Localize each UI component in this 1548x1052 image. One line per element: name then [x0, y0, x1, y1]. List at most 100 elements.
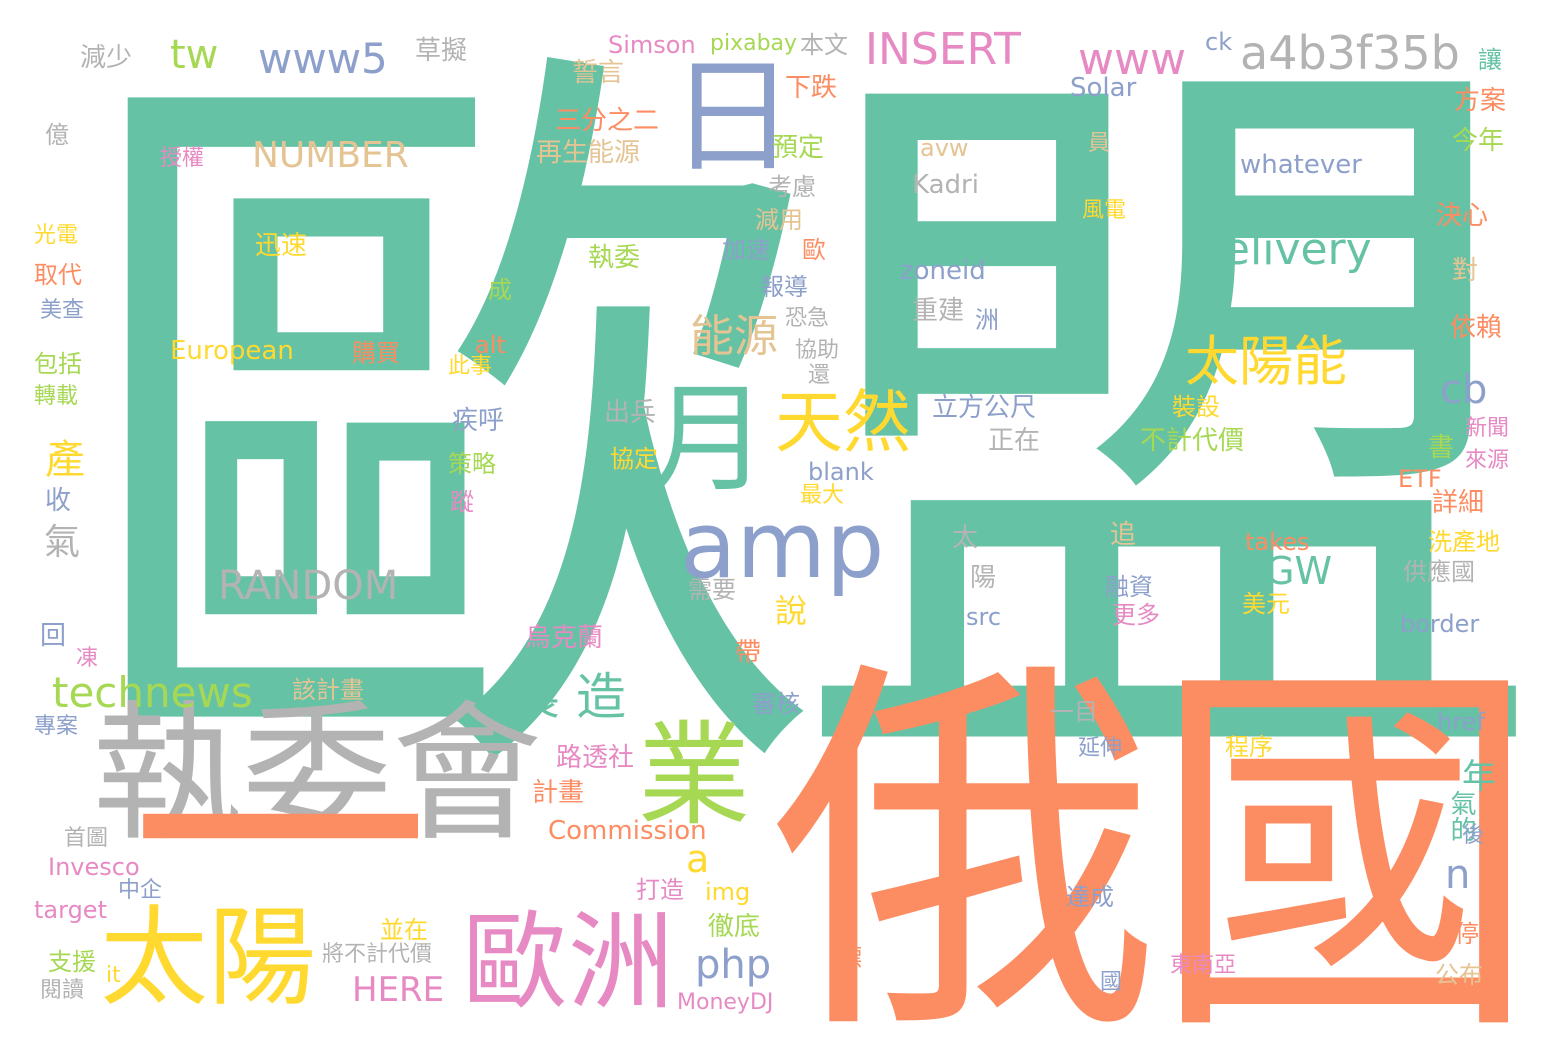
word-sun: 太陽	[100, 896, 317, 1021]
word-border: border	[1400, 610, 1480, 638]
word-track: 蹤	[450, 488, 474, 516]
word-industry: 業	[638, 711, 750, 841]
word-toward: 對	[1452, 256, 1479, 286]
word-gas: 氣	[44, 522, 81, 563]
word-img: img	[705, 878, 751, 906]
word-after: 後	[1462, 823, 1485, 848]
word-reduce: 減少	[80, 43, 133, 73]
word-alt: alt	[475, 331, 506, 359]
word-one: 一	[130, 665, 430, 1014]
word-thorough: 徹底	[708, 912, 761, 942]
word-let: 讓	[1478, 46, 1502, 74]
word-photovoltaic: 光電	[34, 223, 79, 248]
word-hash: a4b3f35b	[1240, 26, 1460, 80]
word-urge: 疾呼	[452, 406, 505, 436]
word-tai: 太	[952, 523, 979, 553]
word-member: 員	[1088, 131, 1111, 156]
word-depend: 依賴	[1450, 313, 1503, 343]
word-commissioner: 執委	[588, 243, 641, 273]
word-hundred-million: 億	[45, 121, 69, 149]
word-still: 還	[808, 363, 831, 388]
word-deploy: 出兵	[604, 398, 657, 428]
word-review: 審核	[752, 690, 800, 718]
word-replace: 取代	[34, 261, 82, 289]
word-gw: GW	[1265, 549, 1333, 593]
word-manufacture: 製造	[510, 668, 642, 726]
word-cut-use: 減用	[755, 206, 803, 234]
word-year: 年	[1462, 757, 1496, 797]
word-purchase: 購買	[352, 339, 400, 367]
word-agreement: 協定	[610, 445, 658, 473]
word-need: 需要	[688, 576, 736, 604]
word-this-matter: 此事	[448, 354, 493, 379]
word-freeze: 凍	[76, 646, 99, 671]
word-usd: 美元	[1242, 590, 1290, 618]
word-china-firm: 中企	[118, 878, 163, 903]
word-ukraine: 烏克蘭	[525, 623, 604, 653]
word-mark: 標	[838, 944, 862, 972]
word-random: RANDOM	[218, 563, 399, 609]
word-technews: technews	[52, 668, 253, 717]
word-zoneid: zoneid	[900, 256, 986, 286]
word-accelerate: 加速	[722, 236, 770, 264]
word-cover-image: 首圖	[64, 826, 109, 851]
word-production: 產	[45, 437, 85, 483]
word-disable: 停用	[1455, 920, 1503, 948]
word-supplier: 供應國	[1403, 558, 1475, 586]
word-draft: 草擬	[415, 36, 468, 66]
word-meicha: 美查	[40, 298, 85, 323]
word-news: 新聞	[1465, 416, 1510, 441]
word-amp: amp	[680, 492, 885, 599]
word-commission-en: Commission	[548, 816, 707, 846]
word-rebuild: 重建	[912, 296, 965, 326]
word-tw: tw	[170, 32, 219, 78]
word-commission: 執委會	[92, 688, 543, 862]
word-energy: 能源	[690, 311, 778, 362]
word-one-eye: 一目	[1050, 698, 1098, 726]
word-number: NUMBER	[252, 135, 409, 176]
word-php: php	[695, 942, 772, 988]
word-target: target	[34, 896, 107, 924]
word-two-thirds: 三分之二	[555, 106, 660, 136]
word-and-in: 並在	[380, 916, 428, 944]
word-european: European	[170, 336, 294, 366]
word-report: 報導	[760, 273, 808, 301]
word-country: 國	[1100, 970, 1123, 995]
word-europe-short: 歐	[802, 236, 826, 264]
word-source: 來源	[1465, 448, 1510, 473]
word-takes: takes	[1245, 528, 1310, 556]
word-continent: 洲	[975, 306, 999, 334]
word-bring: 帶	[735, 638, 762, 668]
word-receive: 收	[45, 486, 72, 516]
word-procedure: 程序	[1225, 733, 1273, 761]
word-simson: Simson	[608, 31, 696, 59]
word-support: 支援	[48, 948, 96, 976]
word-invesco: Invesco	[48, 853, 140, 881]
word-financing: 融資	[1105, 573, 1153, 601]
word-www5: www5	[258, 34, 388, 83]
word-etf: ETF	[1398, 465, 1442, 493]
word-resolve: 決心	[1436, 201, 1489, 231]
word-wind-power: 風電	[1082, 198, 1127, 223]
word-return: 回	[40, 621, 67, 651]
word-become: 成	[488, 276, 512, 304]
word-eu: 歐盟	[70, 0, 1548, 877]
word-scheme: 方案	[1454, 86, 1507, 116]
word-achieve: 達成	[1066, 883, 1114, 911]
word-assist: 協助	[795, 338, 840, 363]
word-src: src	[966, 603, 1002, 631]
word-insert: INSERT	[865, 24, 1021, 75]
word-it: it	[106, 963, 121, 988]
word-blank: blank	[808, 458, 874, 486]
word-pixabay: pixabay	[710, 31, 798, 56]
word-ongoing: 正在	[988, 426, 1041, 456]
word-yang: 陽	[970, 563, 997, 593]
word-build: 打造	[636, 876, 684, 904]
word-n: n	[1445, 852, 1471, 898]
word-a: a	[686, 837, 710, 881]
word-renewable: 再生能源	[536, 138, 641, 168]
word-natural: 天然	[775, 384, 912, 463]
word-href: href	[1437, 708, 1485, 736]
word-reprint: 轉載	[34, 384, 79, 409]
